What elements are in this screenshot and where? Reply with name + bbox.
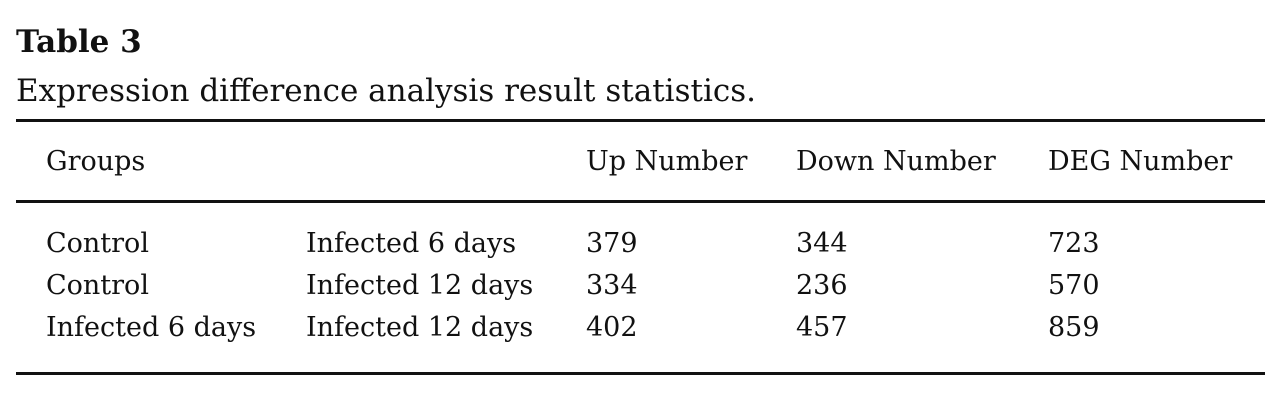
row-group-b: Infected 12 days — [306, 312, 534, 343]
row-group-b: Infected 12 days — [306, 270, 534, 301]
row-deg-number: 723 — [1048, 228, 1100, 259]
row-up-number: 402 — [586, 312, 638, 343]
row-up-number: 379 — [586, 228, 638, 259]
row-down-number: 236 — [796, 270, 848, 301]
header-rule — [16, 200, 1265, 203]
table-caption: Expression difference analysis result st… — [16, 73, 756, 109]
top-rule — [16, 119, 1265, 122]
row-down-number: 457 — [796, 312, 848, 343]
header-deg-number: DEG Number — [1048, 146, 1233, 177]
table-label: Table 3 — [16, 24, 142, 60]
row-group-a: Infected 6 days — [46, 312, 257, 343]
row-up-number: 334 — [586, 270, 638, 301]
row-group-a: Control — [46, 270, 149, 301]
row-down-number: 344 — [796, 228, 848, 259]
bottom-rule — [16, 372, 1265, 375]
header-down-number: Down Number — [796, 146, 996, 177]
header-up-number: Up Number — [586, 146, 748, 177]
row-deg-number: 570 — [1048, 270, 1100, 301]
row-deg-number: 859 — [1048, 312, 1100, 343]
header-groups: Groups — [46, 146, 146, 177]
row-group-b: Infected 6 days — [306, 228, 517, 259]
row-group-a: Control — [46, 228, 149, 259]
